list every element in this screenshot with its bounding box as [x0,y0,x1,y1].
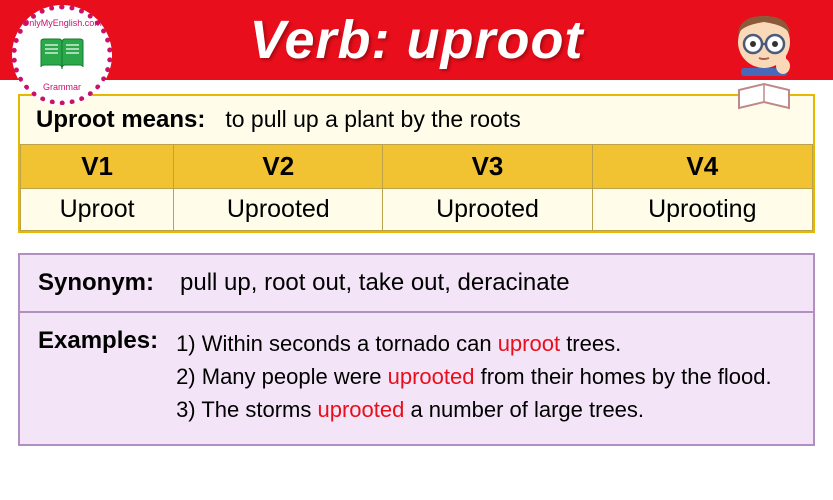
highlight-word: uproot [498,331,560,356]
example-item: 1) Within seconds a tornado can uproot t… [176,327,772,360]
example-item: 2) Many people were uprooted from their … [176,360,772,393]
highlight-word: uprooted [317,397,404,422]
logo-bottom-text: Grammar [17,82,107,92]
col-header: V2 [174,145,383,189]
verb-form-cell: Uproot [21,189,174,231]
verb-form-cell: Uprooted [174,189,383,231]
meaning-row: Uproot means: to pull up a plant by the … [20,102,813,144]
col-header: V4 [592,145,812,189]
table-header-row: V1 V2 V3 V4 [21,145,813,189]
examples-label: Examples: [38,327,158,426]
examples-list: 1) Within seconds a tornado can uproot t… [176,327,772,426]
logo-badge: OnlyMyEnglish.com Grammar [12,5,112,105]
page-title: Verb: uproot [250,9,584,71]
verb-form-cell: Uprooted [383,189,592,231]
verb-form-cell: Uprooting [592,189,812,231]
col-header: V1 [21,145,174,189]
meaning-text: to pull up a plant by the roots [225,106,520,133]
book-icon [39,37,85,73]
synonym-text: pull up, root out, take out, deracinate [180,269,570,297]
examples-row: Examples: 1) Within seconds a tornado ca… [20,313,813,444]
meaning-section: Uproot means: to pull up a plant by the … [18,94,815,233]
bottom-section: Synonym: pull up, root out, take out, de… [18,253,815,446]
synonym-row: Synonym: pull up, root out, take out, de… [20,255,813,313]
example-item: 3) The storms uprooted a number of large… [176,393,772,426]
highlight-word: uprooted [388,364,475,389]
reader-illustration-icon [709,4,819,114]
logo-top-text: OnlyMyEnglish.com [17,18,107,28]
col-header: V3 [383,145,592,189]
verb-forms-table: V1 V2 V3 V4 Uproot Uprooted Uprooted Upr… [20,144,813,231]
meaning-label: Uproot means: [36,106,205,134]
header-bar: OnlyMyEnglish.com Grammar Verb: uproot [0,0,833,80]
table-value-row: Uproot Uprooted Uprooted Uprooting [21,189,813,231]
synonym-label: Synonym: [38,269,154,297]
